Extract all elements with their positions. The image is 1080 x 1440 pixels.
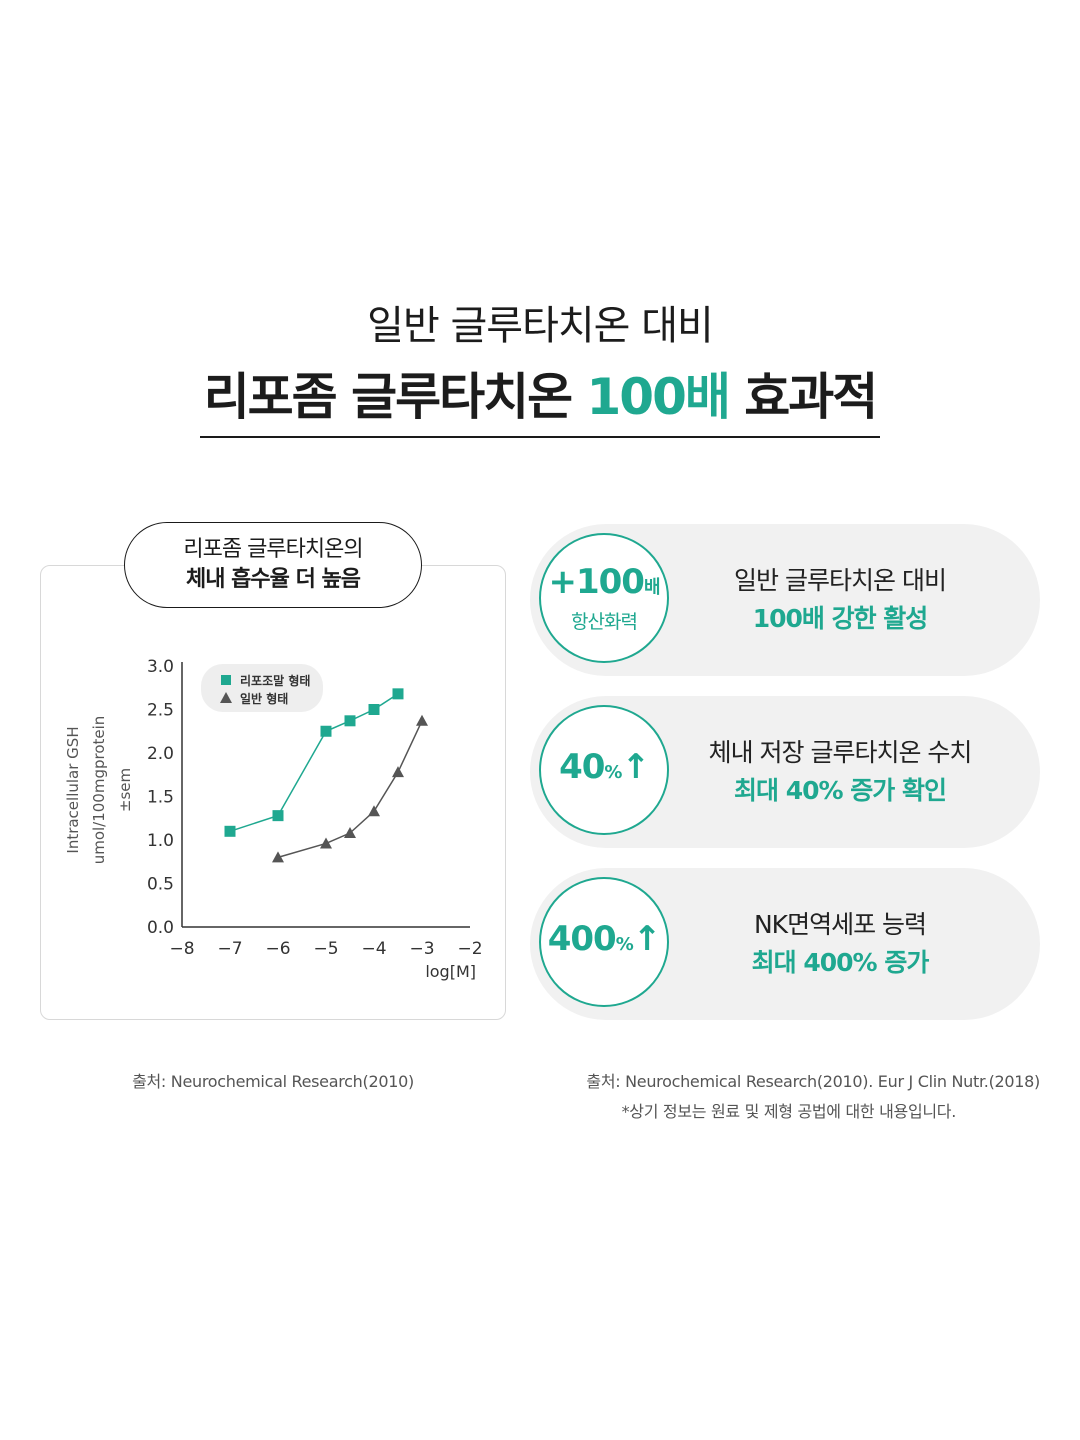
stat-circle-sub: 항산화력 — [571, 611, 638, 633]
headline: 일반 글루타치온 대비 리포좀 글루타치온 100배 효과적 — [0, 300, 1080, 438]
data-point-square — [368, 704, 380, 715]
y-axis-label: umol/100mgprotein — [90, 716, 108, 865]
x-tick-label: −3 — [409, 939, 434, 959]
stat-line2: 100배 강한 활성 — [752, 604, 929, 633]
stat-circle-number: 40 — [559, 747, 605, 787]
legend-box — [201, 664, 323, 712]
stat-circle-value: 40%↑ — [559, 747, 650, 793]
y-tick-label: 1.0 — [147, 831, 174, 851]
legend-triangle-marker — [220, 692, 232, 703]
stat-line2: 최대 400% 증가 — [751, 948, 930, 977]
x-tick-label: −2 — [457, 939, 482, 959]
chart-title-line2: 체내 흡수율 더 높음 — [186, 567, 361, 592]
data-point-square — [224, 825, 236, 837]
y-tick-label: 2.0 — [147, 744, 174, 764]
data-point-triangle — [344, 827, 356, 839]
headline-line2: 리포좀 글루타치온 100배 효과적 — [203, 366, 879, 428]
y-tick-label: 0.5 — [147, 875, 174, 895]
y-tick-label: 1.5 — [147, 788, 174, 808]
stat-circle-unit: % — [615, 934, 634, 955]
y-tick-label: 2.5 — [147, 701, 174, 721]
y-axis-label: ±sem — [116, 768, 134, 812]
chart-card — [40, 565, 506, 1020]
stat-pill-storage: 40%↑ 체내 저장 글루타치온 수치 최대 40% 증가 확인 — [530, 696, 1040, 848]
stat-line2: 최대 40% 증가 확인 — [734, 776, 947, 805]
chart-title-line1: 리포좀 글루타치온의 — [183, 537, 363, 562]
headline-line2-pre: 리포좀 글루타치온 — [203, 368, 587, 426]
stat-line1: 체내 저장 글루타치온 수치 — [708, 738, 973, 767]
stat-circle: 40%↑ — [539, 705, 669, 835]
legend-entry: 일반 형태 — [240, 691, 288, 706]
data-point-triangle — [320, 837, 332, 849]
arrow-up-icon: ↑ — [621, 747, 649, 787]
y-tick-label: 0.0 — [147, 918, 174, 938]
data-point-triangle — [392, 766, 404, 778]
x-tick-label: −8 — [169, 939, 194, 959]
stat-text: 체내 저장 글루타치온 수치 최대 40% 증가 확인 — [680, 696, 1000, 848]
x-tick-label: −4 — [361, 939, 386, 959]
data-point-square — [272, 810, 284, 822]
stat-circle-value: 400%↑ — [547, 919, 662, 965]
data-point-square — [320, 725, 332, 737]
y-tick-label: 3.0 — [147, 657, 174, 677]
chart-title-pill: 리포좀 글루타치온의 체내 흡수율 더 높음 — [124, 522, 422, 608]
headline-line2-post: 효과적 — [728, 368, 878, 426]
series-line — [277, 720, 423, 859]
data-point-square — [344, 715, 356, 727]
stat-circle-value: +100배 — [548, 562, 661, 608]
legend-entry: 리포조말 형태 — [240, 673, 310, 688]
stat-circle-unit: % — [604, 762, 622, 783]
source-left: 출처: Neurochemical Research(2010) — [132, 1072, 414, 1091]
x-tick-label: −6 — [265, 939, 290, 959]
stat-text: 일반 글루타치온 대비 100배 강한 활성 — [680, 524, 1000, 676]
data-point-triangle — [416, 714, 428, 726]
stat-circle: +100배 항산화력 — [539, 533, 669, 663]
headline-line1: 일반 글루타치온 대비 — [367, 303, 714, 349]
legend-square-marker — [221, 675, 231, 685]
stat-pill-nk-cell: 400%↑ NK면역세포 능력 최대 400% 증가 — [530, 868, 1040, 1020]
arrow-up-icon: ↑ — [632, 919, 661, 959]
data-point-triangle — [368, 805, 380, 817]
y-axis-label: Intracellular GSH — [64, 726, 82, 853]
source-note: *상기 정보는 원료 및 제형 공법에 대한 내용입니다. — [621, 1102, 957, 1121]
data-point-square — [392, 688, 404, 700]
stat-circle-number: +100 — [548, 562, 644, 602]
data-point-triangle — [272, 851, 284, 863]
stat-circle-unit: 배 — [643, 577, 661, 598]
x-tick-label: −5 — [313, 939, 338, 959]
stat-text: NK면역세포 능력 최대 400% 증가 — [680, 868, 1000, 1020]
headline-accent: 100배 — [586, 368, 731, 426]
stat-line1: NK면역세포 능력 — [753, 910, 927, 939]
stat-pill-antioxidant: +100배 항산화력 일반 글루타치온 대비 100배 강한 활성 — [530, 524, 1040, 676]
gsh-line-chart: 0.0 0.5 1.0 1.5 2.0 2.5 3.0 −8 −7 −6 −5 −4 −3 −2 log[M… — [64, 657, 483, 981]
source-right: 출처: Neurochemical Research(2010). Eur J … — [586, 1072, 1040, 1091]
x-axis-label: log[M] — [425, 962, 476, 981]
stat-circle: 400%↑ — [539, 877, 669, 1007]
headline-underline: 리포좀 글루타치온 100배 효과적 — [199, 366, 881, 438]
x-tick-label: −7 — [217, 939, 242, 959]
stat-circle-number: 400 — [547, 919, 617, 959]
stat-line1: 일반 글루타치온 대비 — [734, 566, 947, 595]
